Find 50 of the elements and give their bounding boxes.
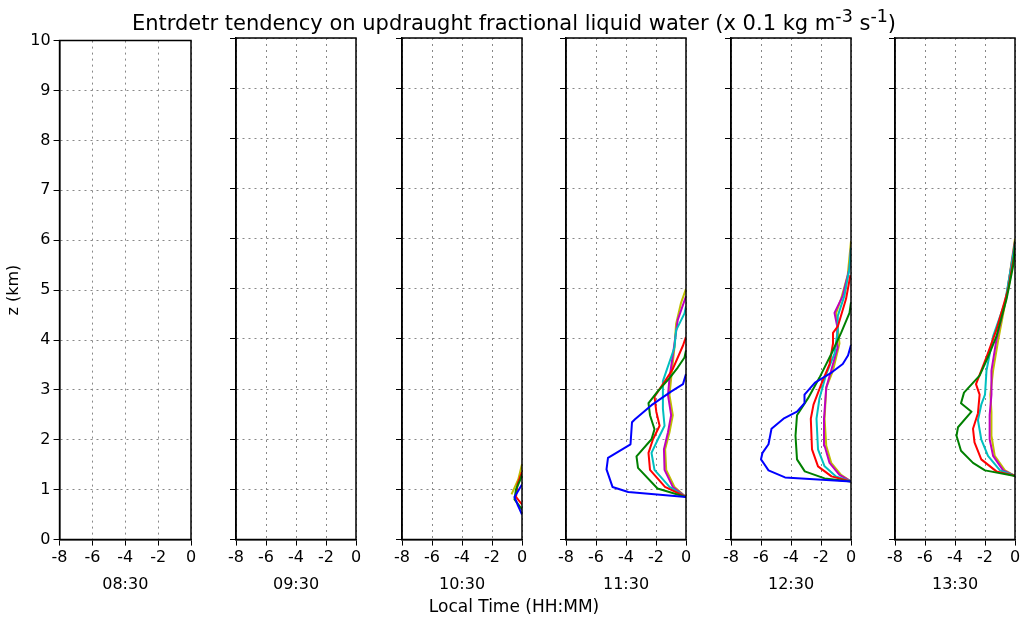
x-tick-label: -2 [977,547,993,567]
text: Entrdetr tendency on updraught fractional liquid water (x 0.1 kg m$^{-3}$ s$^{-1}$) [131,6,897,35]
x-tick-label: -6 [84,547,101,567]
y-tick-label: 5 [40,279,51,299]
x-tick-label: -2 [484,547,500,567]
x-tick-label: -4 [288,547,304,567]
x-tick-label: -6 [424,547,440,567]
y-tick-label: 0 [40,528,51,548]
x-tick-label: 0 [350,547,362,567]
y-axis-title: z (km) [2,264,22,316]
x-tick-label: -8 [558,547,574,567]
y-tick-label: 2 [40,428,51,448]
x-tick-label: -8 [723,547,739,567]
x-tick-label: -6 [917,547,933,567]
x-axis-title: 08:30 [102,573,149,593]
x-tick-label: -2 [318,547,334,567]
x-tick-label: -2 [150,547,167,567]
x-tick-label: -8 [51,547,68,567]
x-axis-title: 13:30 [931,573,979,593]
x-tick-label: -4 [618,547,634,567]
x-tick-label: -4 [454,547,470,567]
x-tick-label: 0 [516,547,528,567]
x-tick-label: -8 [228,547,244,567]
x-tick-label: -2 [813,547,829,567]
y-tick-label: 4 [40,329,51,349]
y-tick-label: 3 [40,379,51,399]
x-tick-label: -8 [887,547,903,567]
x-tick-label: -8 [394,547,410,567]
y-tick-label: 9 [40,79,51,99]
x-tick-label: -6 [753,547,769,567]
x-tick-label: 0 [845,547,857,567]
x-tick-label: -6 [588,547,604,567]
x-axis-title: 09:30 [272,573,320,593]
y-tick-label: 6 [40,229,51,249]
x-tick-label: -6 [258,547,274,567]
y-tick-label: 1 [40,478,51,498]
y-tick-label: 7 [40,179,51,199]
x-tick-label: -2 [648,547,664,567]
y-tick-label: 8 [40,129,51,149]
y-tick-label: 10 [30,29,51,49]
x-axis-title: 10:30 [438,573,486,593]
text: Local Time (HH:MM) [427,596,601,616]
x-tick-label: -4 [117,547,134,567]
x-tick-label: -4 [783,547,799,567]
x-axis-title: 11:30 [602,573,650,593]
x-tick-label: 0 [185,547,197,567]
x-tick-label: 0 [680,547,692,567]
x-tick-label: 0 [1009,547,1021,567]
x-tick-label: -4 [947,547,963,567]
x-axis-title: 12:30 [767,573,815,593]
